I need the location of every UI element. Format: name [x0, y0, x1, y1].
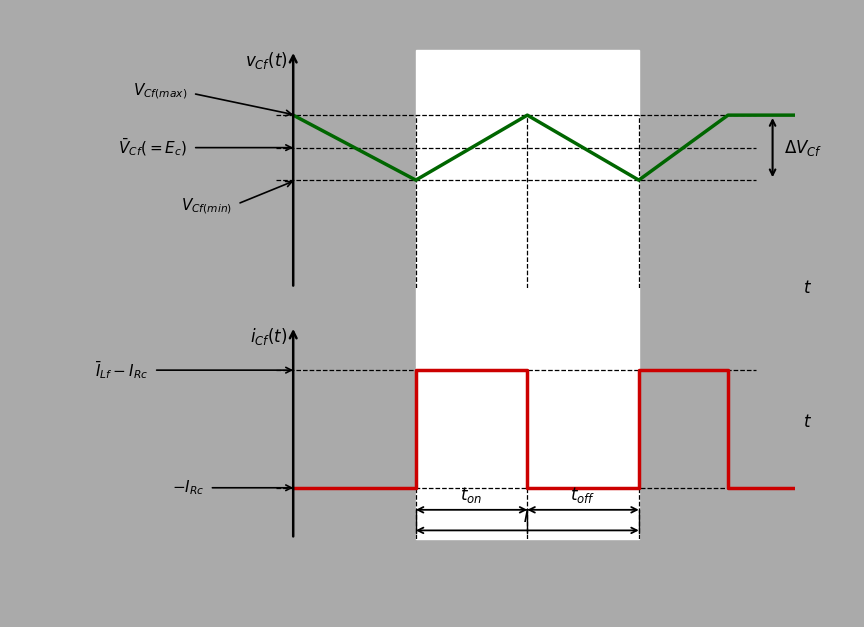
- Text: $-I_{Rc}$: $-I_{Rc}$: [172, 478, 204, 497]
- Text: $i_{Cf}(t)$: $i_{Cf}(t)$: [251, 326, 288, 347]
- Text: $\bar{V}_{Cf}(=E_c)$: $\bar{V}_{Cf}(=E_c)$: [118, 137, 187, 159]
- Text: $T$: $T$: [520, 508, 535, 526]
- Text: $t_{off}$: $t_{off}$: [570, 485, 595, 505]
- Text: $t_{on}$: $t_{on}$: [461, 485, 483, 505]
- Text: $v_{Cf}(t)$: $v_{Cf}(t)$: [245, 50, 288, 71]
- Text: $t$: $t$: [804, 413, 812, 431]
- Text: $\Delta V_{Cf}$: $\Delta V_{Cf}$: [784, 138, 823, 157]
- Text: $\bar{I}_{Lf}-I_{Rc}$: $\bar{I}_{Lf}-I_{Rc}$: [95, 359, 149, 381]
- Text: $V_{Cf(max)}$: $V_{Cf(max)}$: [133, 82, 187, 101]
- Text: $t$: $t$: [804, 280, 812, 297]
- Text: $V_{Cf(min)}$: $V_{Cf(min)}$: [181, 196, 232, 216]
